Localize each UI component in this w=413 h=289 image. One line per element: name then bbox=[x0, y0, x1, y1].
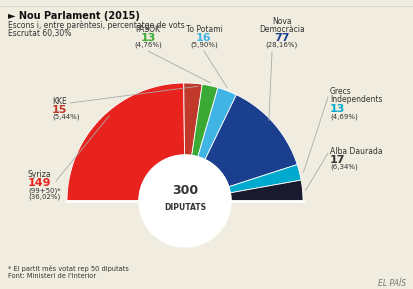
Polygon shape bbox=[204, 95, 297, 187]
Polygon shape bbox=[191, 84, 217, 157]
Text: Democràcia: Democràcia bbox=[259, 25, 304, 34]
Text: ► Nou Parlament (2015): ► Nou Parlament (2015) bbox=[8, 11, 140, 21]
Text: Escrutat 60,30%: Escrutat 60,30% bbox=[8, 29, 71, 38]
Text: (99+50)*: (99+50)* bbox=[28, 187, 60, 194]
Text: Font: Ministeri de l'Interior: Font: Ministeri de l'Interior bbox=[8, 273, 96, 279]
Text: PASOK: PASOK bbox=[135, 25, 160, 34]
Text: To Potami: To Potami bbox=[185, 25, 222, 34]
Text: EL PAÍS: EL PAÍS bbox=[377, 279, 405, 288]
Text: KKE: KKE bbox=[52, 97, 66, 106]
Text: (36,02%): (36,02%) bbox=[28, 194, 60, 201]
Text: 77: 77 bbox=[273, 33, 289, 43]
Text: Independents: Independents bbox=[329, 95, 382, 104]
Text: 13: 13 bbox=[329, 104, 344, 114]
Text: Nova: Nova bbox=[271, 17, 291, 26]
Text: 13: 13 bbox=[140, 33, 155, 43]
Text: (5,90%): (5,90%) bbox=[190, 42, 217, 49]
Circle shape bbox=[139, 155, 230, 247]
Text: Syriza: Syriza bbox=[28, 170, 52, 179]
Polygon shape bbox=[197, 88, 236, 160]
Text: (28,16%): (28,16%) bbox=[265, 42, 297, 49]
Text: Grecs: Grecs bbox=[329, 87, 351, 96]
Text: (5,44%): (5,44%) bbox=[52, 114, 79, 121]
Polygon shape bbox=[67, 83, 184, 201]
Text: 300: 300 bbox=[171, 184, 197, 197]
Text: DIPUTATS: DIPUTATS bbox=[164, 203, 206, 212]
Text: (4,69%): (4,69%) bbox=[329, 113, 357, 119]
Polygon shape bbox=[230, 180, 302, 201]
Polygon shape bbox=[183, 83, 202, 155]
Polygon shape bbox=[228, 164, 300, 193]
Text: 15: 15 bbox=[52, 105, 67, 115]
Text: 149: 149 bbox=[28, 178, 51, 188]
Text: Alba Daurada: Alba Daurada bbox=[329, 147, 382, 156]
Text: Escons i, entre parèntesi, percentatge de vots: Escons i, entre parèntesi, percentatge d… bbox=[8, 21, 184, 31]
Text: 17: 17 bbox=[329, 155, 345, 165]
Text: 16: 16 bbox=[196, 33, 211, 43]
Text: (4,76%): (4,76%) bbox=[134, 42, 161, 49]
Text: (6,34%): (6,34%) bbox=[329, 164, 357, 171]
Text: * El partit més votat rep 50 diputats: * El partit més votat rep 50 diputats bbox=[8, 265, 128, 272]
